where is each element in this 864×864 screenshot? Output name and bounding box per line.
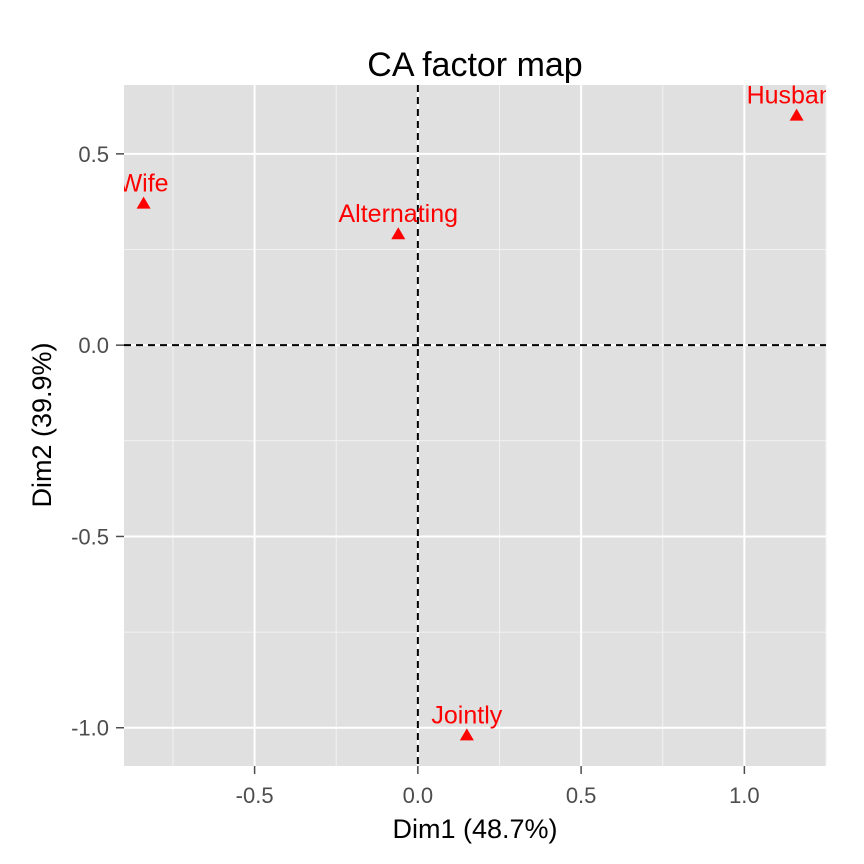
y-tick-label: 0.5 [78,142,109,167]
minor-gridlines [124,85,827,766]
y-axis: 0.5 0.0 -0.5 -1.0 [71,142,124,741]
y-tick-label: 0.0 [78,333,109,358]
reference-lines [124,85,826,766]
x-tick-label: 0.5 [566,783,597,808]
y-axis-title: Dim2 (39.9%) [27,342,57,507]
point-label-wife: Wife [119,170,169,198]
x-axis-title: Dim1 (48.7%) [392,814,557,844]
point-label-jointly: Jointly [431,701,502,729]
point-wife [136,196,151,209]
y-tick-label: -0.5 [71,524,109,549]
plot-panel [124,85,826,766]
y-tick-label: -1.0 [71,716,109,741]
x-tick-label: -0.5 [236,783,274,808]
x-tick-label: 1.0 [729,783,760,808]
data-points: Husband Wife Alternating Jointly [119,82,847,741]
point-label-alternating: Alternating [339,200,459,228]
chart-title: CA factor map [367,46,582,84]
x-axis: -0.5 0.0 0.5 1.0 [236,766,760,808]
point-label-husband: Husband [747,82,847,110]
point-husband [789,108,804,121]
point-alternating [391,227,406,240]
x-tick-label: 0.0 [403,783,434,808]
point-jointly [459,728,474,741]
